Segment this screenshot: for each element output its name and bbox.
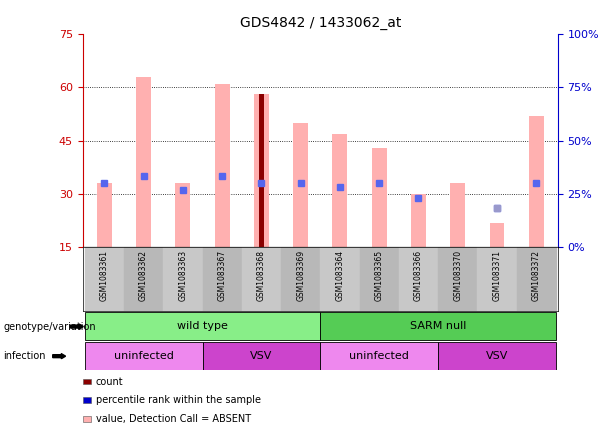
Text: SARM null: SARM null xyxy=(410,321,466,331)
Text: GSM1083368: GSM1083368 xyxy=(257,250,266,301)
Text: infection: infection xyxy=(3,351,45,361)
Bar xyxy=(332,134,348,247)
Text: GSM1083370: GSM1083370 xyxy=(453,250,462,301)
Bar xyxy=(411,194,426,247)
Bar xyxy=(85,247,124,311)
Text: genotype/variation: genotype/variation xyxy=(3,321,96,332)
Bar xyxy=(490,222,504,247)
Text: GSM1083371: GSM1083371 xyxy=(492,250,501,301)
Text: GSM1083362: GSM1083362 xyxy=(139,250,148,301)
Text: uninfected: uninfected xyxy=(349,351,409,361)
Bar xyxy=(451,184,465,247)
Bar xyxy=(478,247,517,311)
Text: GSM1083363: GSM1083363 xyxy=(178,250,188,301)
Text: GSM1083361: GSM1083361 xyxy=(100,250,109,301)
Bar xyxy=(360,247,399,311)
Bar xyxy=(259,94,264,247)
Bar xyxy=(85,342,202,370)
Bar xyxy=(281,247,321,311)
Text: VSV: VSV xyxy=(250,351,273,361)
Bar xyxy=(399,247,438,311)
Bar xyxy=(517,247,556,311)
Bar xyxy=(136,77,151,247)
Text: percentile rank within the sample: percentile rank within the sample xyxy=(96,395,261,405)
Bar xyxy=(371,148,387,247)
Text: count: count xyxy=(96,376,123,387)
Bar xyxy=(438,342,556,370)
Bar xyxy=(202,247,242,311)
Text: VSV: VSV xyxy=(485,351,508,361)
Bar xyxy=(202,342,320,370)
Bar xyxy=(529,116,544,247)
Title: GDS4842 / 1433062_at: GDS4842 / 1433062_at xyxy=(240,16,401,30)
Text: uninfected: uninfected xyxy=(113,351,173,361)
Bar xyxy=(175,184,190,247)
Bar xyxy=(124,247,163,311)
Bar xyxy=(320,342,438,370)
Text: value, Detection Call = ABSENT: value, Detection Call = ABSENT xyxy=(96,414,251,423)
Bar xyxy=(215,84,230,247)
Bar xyxy=(293,123,308,247)
Bar xyxy=(85,312,321,340)
Text: GSM1083365: GSM1083365 xyxy=(375,250,384,301)
Bar xyxy=(242,247,281,311)
Bar xyxy=(320,247,360,311)
Bar xyxy=(320,312,556,340)
Text: GSM1083364: GSM1083364 xyxy=(335,250,345,301)
Text: GSM1083366: GSM1083366 xyxy=(414,250,423,301)
Bar xyxy=(254,94,269,247)
Text: GSM1083369: GSM1083369 xyxy=(296,250,305,301)
Bar xyxy=(163,247,202,311)
Text: GSM1083372: GSM1083372 xyxy=(531,250,541,301)
Bar xyxy=(97,184,112,247)
Text: wild type: wild type xyxy=(177,321,228,331)
Text: GSM1083367: GSM1083367 xyxy=(218,250,227,301)
Bar xyxy=(438,247,478,311)
